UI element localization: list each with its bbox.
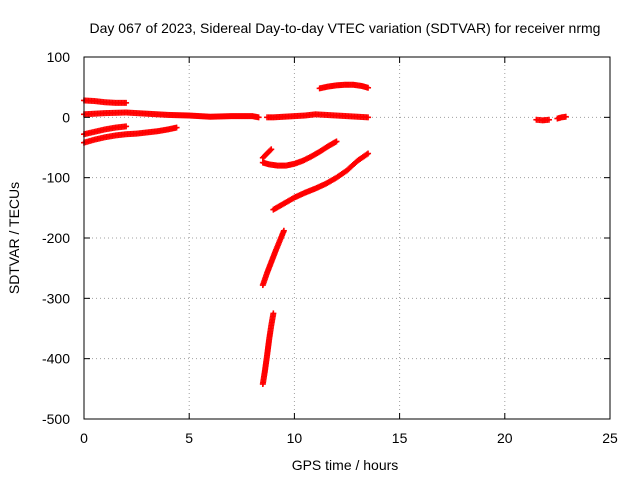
y-tick-label: -500 (42, 411, 70, 427)
data-series (81, 124, 180, 146)
data-point (562, 113, 569, 120)
data-series (264, 111, 372, 121)
data-series (554, 113, 569, 122)
data-point (280, 227, 287, 234)
y-axis-label: SDTVAR / TECUs (6, 182, 22, 294)
data-series (81, 123, 130, 138)
data-series (259, 310, 277, 388)
data-series (316, 81, 372, 92)
y-tick-label: -400 (42, 351, 70, 367)
data-point (123, 123, 130, 130)
x-tick-label: 0 (80, 430, 88, 446)
data-point (545, 116, 552, 123)
data-point (270, 310, 277, 317)
data-point (267, 147, 274, 154)
x-tick-label: 25 (602, 430, 618, 446)
x-tick-label: 20 (497, 430, 513, 446)
data-point (365, 84, 372, 91)
data-point (333, 138, 340, 145)
grid-lines (84, 57, 610, 419)
x-tick-label: 10 (287, 430, 303, 446)
chart-title: Day 067 of 2023, Sidereal Day-to-day VTE… (90, 20, 601, 36)
data-series (270, 150, 372, 213)
data-point (268, 146, 275, 153)
x-axis-label: GPS time / hours (292, 457, 399, 473)
data-point (173, 124, 180, 131)
data-series (259, 138, 340, 169)
data-point (365, 150, 372, 157)
y-tick-label: 100 (47, 49, 71, 65)
y-tick-label: 0 (62, 109, 70, 125)
data-series (259, 146, 275, 161)
data-point (255, 114, 262, 121)
x-tick-label: 15 (392, 430, 408, 446)
tick-labels: 0 5 10 15 20 25 100 0 -100 -200 -300 -400 -500 (42, 49, 618, 446)
axes (83, 56, 611, 420)
data-points (81, 81, 569, 388)
data-series (81, 97, 130, 106)
data-series (533, 116, 552, 124)
plot-frame (83, 56, 611, 420)
data-point (123, 99, 130, 106)
data-series (259, 227, 287, 289)
y-tick-label: -200 (42, 230, 70, 246)
data-point (365, 114, 372, 121)
y-tick-label: -100 (42, 170, 70, 186)
data-series (81, 109, 262, 121)
y-tick-label: -300 (42, 290, 70, 306)
x-tick-label: 5 (185, 430, 193, 446)
